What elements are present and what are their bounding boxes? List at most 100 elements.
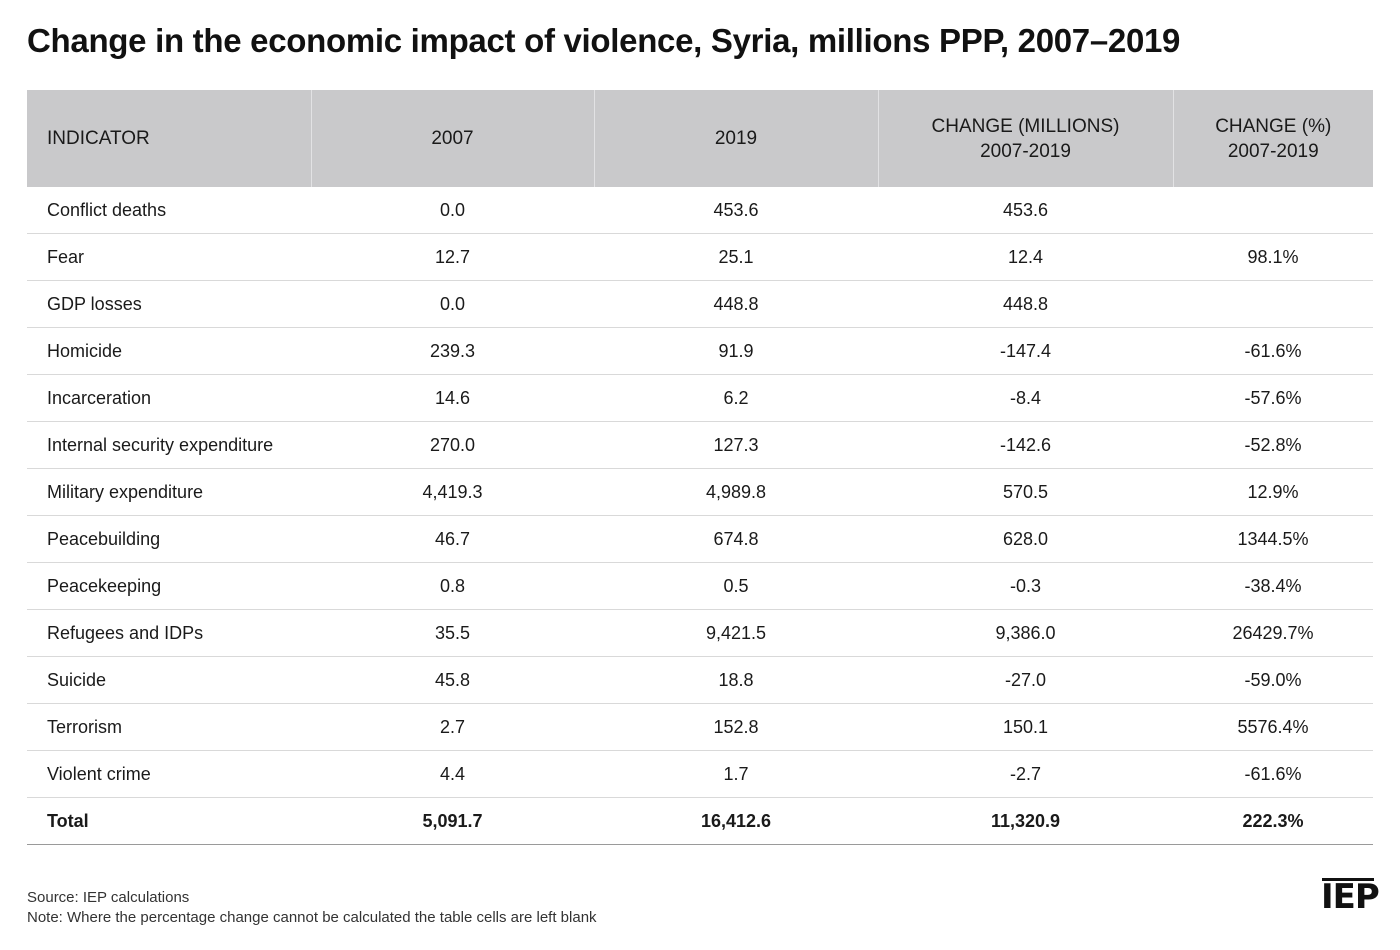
- cell-2007: 4.4: [311, 750, 594, 798]
- cell-2007: 0.0: [311, 280, 594, 328]
- cell-2007: 4,419.3: [311, 468, 594, 516]
- cell-2007: 14.6: [311, 374, 594, 422]
- cell-change: -2.7: [878, 750, 1173, 798]
- cell-2019: 127.3: [594, 421, 878, 469]
- cell-change: 12.4: [878, 233, 1173, 281]
- cell-indicator: Internal security expenditure: [27, 421, 311, 469]
- cell-indicator: Refugees and IDPs: [27, 609, 311, 657]
- cell-2019: 6.2: [594, 374, 878, 422]
- cell-2019: 91.9: [594, 327, 878, 375]
- cell-2019: 448.8: [594, 280, 878, 328]
- table-row: Military expenditure 4,419.3 4,989.8 570…: [27, 468, 1373, 516]
- header-row: INDICATOR 2007 2019 CHANGE (MILLIONS) 20…: [27, 90, 1373, 187]
- cell-2007: 46.7: [311, 515, 594, 563]
- cell-change: 150.1: [878, 703, 1173, 751]
- total-change: 11,320.9: [878, 797, 1173, 845]
- table-row: Peacekeeping 0.8 0.5 -0.3 -38.4%: [27, 562, 1373, 610]
- header-indicator-label: INDICATOR: [47, 128, 150, 149]
- cell-change-pct: -52.8%: [1173, 421, 1373, 469]
- cell-change: -142.6: [878, 421, 1173, 469]
- cell-change: -0.3: [878, 562, 1173, 610]
- total-change-pct: 222.3%: [1173, 797, 1373, 845]
- total-indicator: Total: [27, 797, 311, 845]
- cell-change-pct: 26429.7%: [1173, 609, 1373, 657]
- header-2019: 2019: [593, 90, 878, 187]
- cell-change-pct: 12.9%: [1173, 468, 1373, 516]
- logo-bar: [1322, 878, 1374, 881]
- cell-change: -8.4: [878, 374, 1173, 422]
- cell-2019: 25.1: [594, 233, 878, 281]
- footnotes: Source: IEP calculations Note: Where the…: [27, 888, 597, 928]
- cell-2007: 45.8: [311, 656, 594, 704]
- cell-change: 448.8: [878, 280, 1173, 328]
- header-2019-label: 2019: [714, 128, 758, 149]
- cell-indicator: Peacekeeping: [27, 562, 311, 610]
- cell-indicator: Incarceration: [27, 374, 311, 422]
- cell-2007: 0.8: [311, 562, 594, 610]
- total-2007: 5,091.7: [311, 797, 594, 845]
- cell-indicator: Fear: [27, 233, 311, 281]
- cell-indicator: Terrorism: [27, 703, 311, 751]
- cell-change-pct: 5576.4%: [1173, 703, 1373, 751]
- table-row: Incarceration 14.6 6.2 -8.4 -57.6%: [27, 374, 1373, 422]
- cell-change: 628.0: [878, 515, 1173, 563]
- header-change-millions-line1: CHANGE (MILLIONS): [931, 115, 1120, 137]
- cell-indicator: Suicide: [27, 656, 311, 704]
- cell-change-pct: -61.6%: [1173, 750, 1373, 798]
- source-note: Source: IEP calculations: [27, 889, 190, 906]
- header-2007: 2007: [310, 90, 594, 187]
- cell-change-pct: 1344.5%: [1173, 515, 1373, 563]
- cell-indicator: Conflict deaths: [27, 187, 311, 234]
- cell-change: -147.4: [878, 327, 1173, 375]
- header-change-percent: CHANGE (%) 2007-2019: [1172, 90, 1373, 187]
- table-row: Suicide 45.8 18.8 -27.0 -59.0%: [27, 656, 1373, 704]
- cell-change-pct: 98.1%: [1173, 233, 1373, 281]
- table-row: Violent crime 4.4 1.7 -2.7 -61.6%: [27, 750, 1373, 798]
- header-change-percent-line2: 2007-2019: [1227, 140, 1319, 162]
- data-table: INDICATOR 2007 2019 CHANGE (MILLIONS) 20…: [27, 90, 1373, 845]
- table-body: Conflict deaths 0.0 453.6 453.6 Fear 12.…: [27, 187, 1373, 845]
- cell-change-pct: -38.4%: [1173, 562, 1373, 610]
- header-change-percent-line1: CHANGE (%): [1215, 115, 1332, 137]
- cell-indicator: Military expenditure: [27, 468, 311, 516]
- table-row: Conflict deaths 0.0 453.6 453.6: [27, 187, 1373, 234]
- cell-2019: 152.8: [594, 703, 878, 751]
- table-row: Terrorism 2.7 152.8 150.1 5576.4%: [27, 703, 1373, 751]
- header-indicator: INDICATOR: [27, 90, 311, 187]
- cell-indicator: Peacebuilding: [27, 515, 311, 563]
- header-change-millions-line2: 2007-2019: [980, 140, 1071, 162]
- table-row: Peacebuilding 46.7 674.8 628.0 1344.5%: [27, 515, 1373, 563]
- cell-change: 9,386.0: [878, 609, 1173, 657]
- header-2007-label: 2007: [431, 128, 474, 149]
- cell-change-pct: [1173, 280, 1373, 328]
- table-row: GDP losses 0.0 448.8 448.8: [27, 280, 1373, 328]
- cell-2019: 4,989.8: [594, 468, 878, 516]
- page-title: Change in the economic impact of violenc…: [27, 22, 1181, 59]
- table-row: Internal security expenditure 270.0 127.…: [27, 421, 1373, 469]
- blank-cells-note: Note: Where the percentage change cannot…: [27, 909, 597, 926]
- cell-change: 453.6: [878, 187, 1173, 234]
- cell-indicator: Homicide: [27, 327, 311, 375]
- cell-2007: 0.0: [311, 187, 594, 234]
- cell-indicator: Violent crime: [27, 750, 311, 798]
- cell-2019: 453.6: [594, 187, 878, 234]
- cell-change-pct: -61.6%: [1173, 327, 1373, 375]
- table-row: Homicide 239.3 91.9 -147.4 -61.6%: [27, 327, 1373, 375]
- cell-2007: 35.5: [311, 609, 594, 657]
- table-row: Fear 12.7 25.1 12.4 98.1%: [27, 233, 1373, 281]
- cell-2019: 18.8: [594, 656, 878, 704]
- cell-2007: 12.7: [311, 233, 594, 281]
- cell-change: -27.0: [878, 656, 1173, 704]
- cell-2019: 9,421.5: [594, 609, 878, 657]
- cell-change-pct: -59.0%: [1173, 656, 1373, 704]
- cell-change-pct: -57.6%: [1173, 374, 1373, 422]
- table-row: Refugees and IDPs 35.5 9,421.5 9,386.0 2…: [27, 609, 1373, 657]
- iep-logo: IEP: [1321, 877, 1380, 917]
- cell-2019: 674.8: [594, 515, 878, 563]
- cell-2007: 270.0: [311, 421, 594, 469]
- cell-2007: 239.3: [311, 327, 594, 375]
- cell-2007: 2.7: [311, 703, 594, 751]
- cell-change: 570.5: [878, 468, 1173, 516]
- table-header: INDICATOR 2007 2019 CHANGE (MILLIONS) 20…: [27, 90, 1373, 187]
- cell-2019: 1.7: [594, 750, 878, 798]
